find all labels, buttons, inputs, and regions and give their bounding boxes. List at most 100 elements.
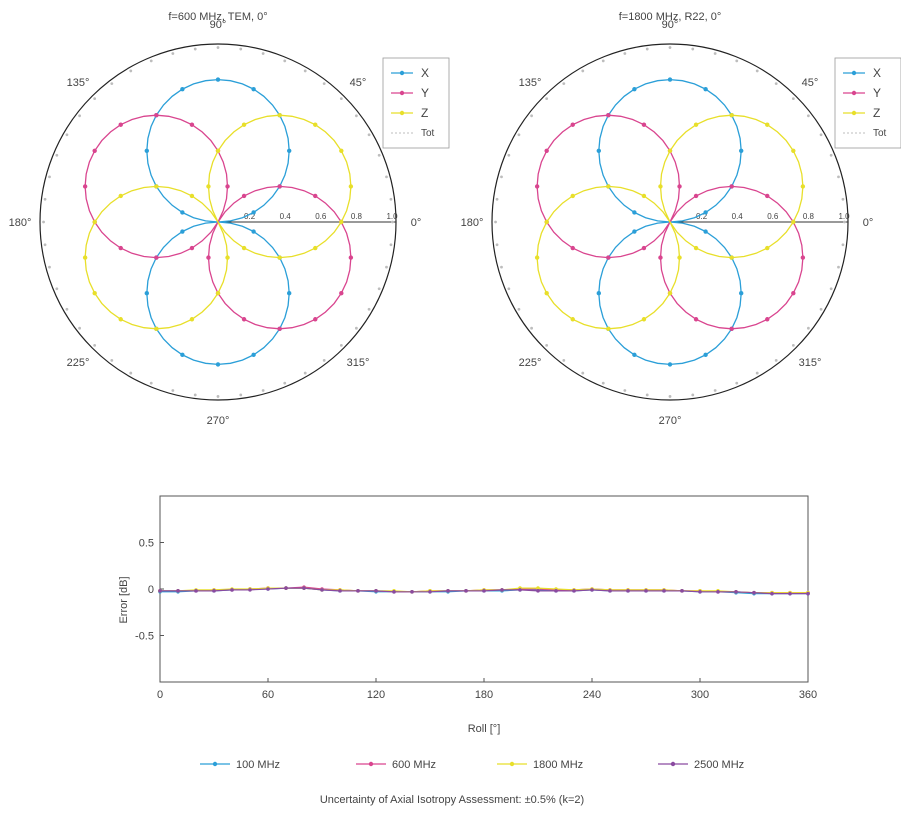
polar-left-radial-tick: 0.4 — [280, 212, 292, 221]
polar-left-tot-point — [339, 343, 343, 347]
polar-left-tot-point — [129, 371, 133, 375]
polar-left-point-z — [118, 193, 123, 199]
error-chart-ytick-label: 0 — [148, 584, 154, 596]
polar-right-radial-tick: 0.4 — [732, 212, 744, 221]
error-series-point — [662, 589, 666, 593]
error-series-point — [608, 589, 612, 593]
polar-right-legend-label: Y — [873, 86, 881, 100]
polar-left-tot-point — [216, 395, 220, 398]
error-series-point — [698, 589, 702, 594]
error-series-point — [158, 589, 162, 593]
polar-left-point-y — [154, 255, 159, 260]
error-chart-ytick-label: -0.5 — [135, 631, 154, 643]
polar-left-point-x — [144, 291, 149, 296]
error-series-point — [788, 591, 792, 596]
polar-right-point-z — [729, 113, 734, 118]
polar-left-point-z — [154, 184, 159, 189]
polar-chart-600mhz: f=600 MHz, TEM, 0° 0.2 0.4 0.6 0.8 1.0 0° 45° 9… — [9, 11, 450, 427]
polar-right-angle-label: 225° — [519, 357, 542, 369]
polar-right-point-y — [791, 291, 796, 296]
polar-left-point-x — [180, 352, 185, 358]
polar-left-tot-point — [385, 175, 388, 179]
polar-left-angle-label: 0° — [411, 217, 422, 229]
error-series-point — [392, 589, 396, 594]
polar-left-tot-point — [303, 371, 307, 375]
polar-right-point-y — [570, 245, 575, 251]
polar-left-point-y — [206, 255, 211, 260]
polar-left-point-y — [277, 326, 282, 331]
error-series-point — [446, 589, 450, 593]
polar-left-tot-point — [65, 307, 69, 311]
polar-right-tot-point — [819, 307, 823, 311]
polar-right-point-x — [667, 362, 673, 367]
polar-left-angle-label: 180° — [9, 217, 32, 229]
polar-left-point-x — [251, 210, 256, 215]
polar-left-angle-label: 90° — [210, 19, 227, 31]
polar-right-point-y — [693, 193, 699, 199]
polar-right-point-y — [544, 148, 549, 153]
polar-right-point-y — [570, 122, 575, 127]
polar-left-tot-point — [149, 381, 153, 385]
polar-left-point-z — [348, 184, 354, 189]
polar-left-tot-point — [48, 265, 51, 269]
error-series-point — [194, 589, 198, 593]
polar-right-radial-tick: 0.2 — [696, 212, 708, 221]
polar-left-tot-point — [65, 133, 69, 137]
polar-left-point-z — [215, 148, 221, 153]
polar-left-legend-label: Tot — [421, 128, 435, 139]
error-series-point — [230, 588, 234, 592]
error-legend-marker — [212, 761, 218, 767]
polar-left-point-x — [215, 362, 221, 367]
polar-left-point-y — [82, 184, 88, 189]
error-series-point — [500, 588, 504, 592]
polar-right-tot-point — [829, 153, 833, 157]
polar-right-angle-label: 180° — [461, 217, 484, 229]
polar-right-legend-label: X — [873, 66, 881, 80]
error-series-point — [806, 591, 810, 596]
polar-right-angle-label: 0° — [863, 217, 874, 229]
polar-left-tot-point — [389, 243, 393, 247]
polar-right-point-y — [729, 326, 734, 331]
polar-right-point-x — [703, 352, 708, 358]
polar-right-angle-label: 90° — [662, 19, 679, 31]
polar-left-point-z — [189, 193, 195, 199]
error-series-point — [482, 589, 486, 593]
polar-left-point-z — [313, 122, 318, 127]
polar-left-point-y — [154, 113, 159, 118]
polar-right-tot-point — [806, 326, 810, 330]
polar-left-legend-marker — [399, 90, 405, 96]
polar-left-tot-point — [303, 69, 307, 73]
error-legend-label: 100 MHz — [236, 759, 280, 771]
polar-left-tot-point — [339, 97, 343, 101]
polar-right-point-y — [765, 193, 770, 199]
polar-left-angle-label: 315° — [347, 357, 370, 369]
polar-right-legend-box — [834, 57, 901, 149]
polar-left-point-x — [180, 229, 185, 234]
polar-right-tot-point — [601, 381, 605, 385]
polar-left-point-y — [118, 245, 123, 251]
error-series-point — [536, 589, 540, 593]
polar-left-radial-tick: 1.0 — [386, 212, 398, 221]
error-chart-xtick-label: 120 — [367, 689, 385, 701]
polar-left-point-x — [287, 148, 292, 153]
error-chart-xtick-label: 240 — [583, 689, 601, 701]
polar-right-tot-point — [735, 381, 739, 385]
polar-right-point-z — [693, 122, 699, 127]
polar-right-tot-point — [713, 389, 717, 392]
polar-left-point-y — [189, 245, 195, 251]
polar-left-point-z — [277, 113, 282, 118]
error-series-point — [284, 586, 288, 590]
polar-right-point-z — [570, 193, 575, 199]
error-series-point — [644, 589, 648, 593]
footnote: Uncertainty of Axial Isotropy Assessment… — [320, 794, 584, 806]
polar-right-point-y — [677, 184, 682, 189]
polar-left-legend-marker — [399, 70, 405, 76]
polar-left-tot-point — [78, 114, 82, 118]
polar-right-radial-tick: 0.6 — [767, 212, 779, 221]
polar-left-tot-point — [239, 47, 243, 51]
polar-left-title: f=600 MHz, TEM, 0° — [168, 11, 267, 23]
polar-left-angle-label: 270° — [207, 415, 230, 427]
polar-left-point-x — [251, 229, 256, 234]
error-series-point — [626, 589, 630, 593]
